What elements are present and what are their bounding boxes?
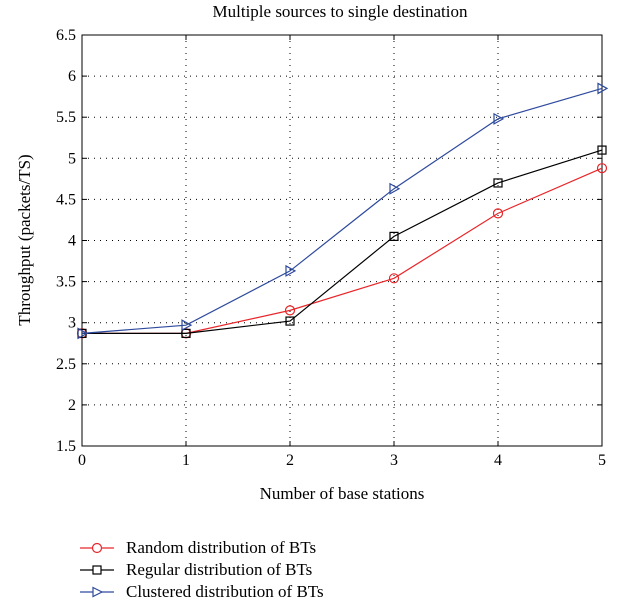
legend-item-random: Random distribution of BTs: [78, 537, 324, 559]
y-tick-label: 2: [68, 397, 76, 414]
series-line-2: [81, 87, 603, 334]
data-point-triangle: [597, 82, 609, 95]
data-point-circle: [284, 305, 296, 316]
series-line-1: [82, 149, 603, 334]
data-point-triangle: [77, 327, 89, 340]
data-point-square: [493, 178, 503, 188]
data-point-circle: [492, 208, 504, 219]
grid: [82, 35, 602, 446]
data-point-triangle: [389, 182, 401, 195]
data-point-triangle: [181, 319, 193, 332]
x-tick-label: 3: [390, 452, 398, 469]
data-point-square: [389, 231, 399, 241]
x-axis-label: Number of base stations: [260, 484, 425, 503]
legend-marker-circle-icon: [80, 542, 114, 554]
legend-item-clustered: Clustered distribution of BTs: [78, 581, 324, 603]
data-point-triangle: [493, 112, 505, 125]
legend: Random distribution of BTs Regular distr…: [78, 537, 324, 603]
data-point-circle: [596, 163, 608, 174]
y-tick-label: 2.5: [56, 356, 76, 373]
data-point-square: [181, 328, 191, 338]
y-tick-label: 3.5: [56, 274, 76, 291]
y-tick-label: 1.5: [56, 438, 76, 455]
series-line-0: [82, 167, 603, 334]
y-tick-label: 4: [68, 233, 76, 250]
x-tick-label: 4: [494, 452, 502, 469]
x-tick-label: 2: [286, 452, 294, 469]
y-tick-label: 5: [68, 150, 76, 167]
legend-marker-square-icon: [80, 565, 114, 575]
y-axis-label: Throughput (packets/TS): [15, 154, 34, 325]
y-tick-label: 6: [68, 68, 76, 85]
y-tick-label: 3: [68, 315, 76, 332]
data-point-triangle: [285, 264, 297, 277]
axes: 0 1 2 3 4 5 1.5 2 2.5 3 3.5 4 4.5 5 5.5 6 6.5: [56, 27, 606, 469]
data-point-square: [597, 145, 607, 155]
y-tick-label: 6.5: [56, 27, 76, 44]
y-tick-label: 5.5: [56, 109, 76, 126]
series-lines: [76, 82, 609, 340]
legend-label-clustered: Clustered distribution of BTs: [126, 582, 324, 601]
y-tick-label: 4.5: [56, 191, 76, 208]
legend-marker-triangle-icon: [80, 586, 114, 598]
chart-title: Multiple sources to single destination: [213, 2, 468, 21]
legend-label-random: Random distribution of BTs: [126, 538, 317, 557]
legend-item-regular: Regular distribution of BTs: [78, 559, 324, 581]
x-tick-label: 0: [78, 452, 86, 469]
x-tick-label: 5: [598, 452, 606, 469]
x-tick-label: 1: [182, 452, 190, 469]
legend-label-regular: Regular distribution of BTs: [126, 560, 313, 579]
data-point-circle: [388, 273, 400, 284]
data-point-square: [285, 316, 295, 326]
